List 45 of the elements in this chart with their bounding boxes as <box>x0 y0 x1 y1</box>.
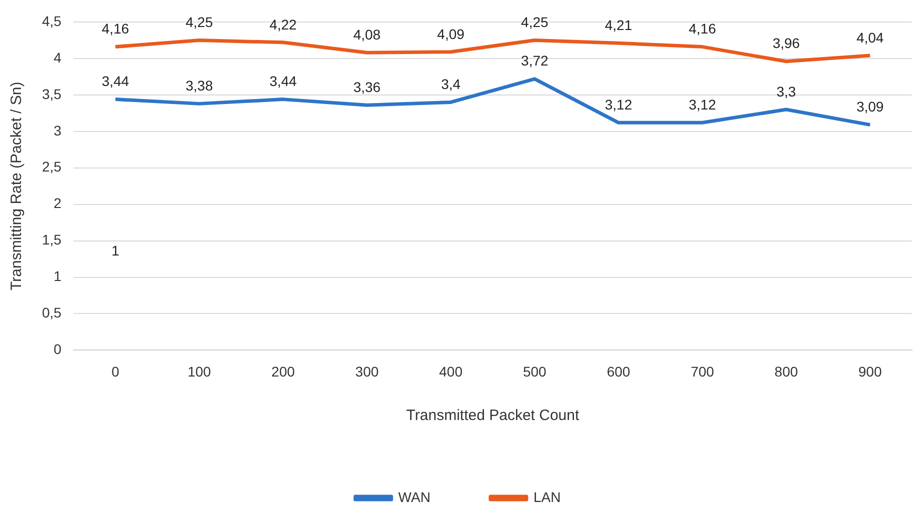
y-axis-title: Transmitting Rate (Packet / Sn) <box>8 82 26 290</box>
legend-label: WAN <box>398 488 430 505</box>
y-tick-label: 0,5 <box>42 304 62 321</box>
data-label: 4,16 <box>688 20 716 37</box>
data-label: 3,72 <box>521 52 548 69</box>
x-tick-label: 900 <box>858 363 882 380</box>
y-tick-label: 3,5 <box>42 86 62 102</box>
annotation: 1 <box>111 242 120 259</box>
data-label: 3,44 <box>102 73 130 90</box>
y-tick-label: 3 <box>54 122 62 138</box>
x-tick-label: 500 <box>522 363 547 380</box>
y-tick-label: 1 <box>54 268 62 284</box>
x-tick-label: 800 <box>774 363 798 380</box>
x-tick-label: 300 <box>355 363 379 380</box>
x-tick-label: 700 <box>690 363 714 380</box>
data-label: 3,38 <box>186 78 214 94</box>
data-label: 3,4 <box>441 76 461 92</box>
x-tick-label: 400 <box>439 363 463 380</box>
y-tick-label: 4,5 <box>42 12 62 29</box>
x-tick-label: 0 <box>111 363 120 380</box>
legend-label: LAN <box>533 488 561 505</box>
data-label: 4,25 <box>186 14 214 30</box>
data-label: 3,36 <box>353 79 381 96</box>
y-tick-label: 4 <box>54 49 62 66</box>
x-tick-label: 200 <box>271 363 295 380</box>
y-tick-label: 2,5 <box>42 158 62 175</box>
data-label: 3,3 <box>776 83 796 100</box>
data-label: 3,96 <box>772 35 800 52</box>
y-tick-label: 1,5 <box>42 232 62 248</box>
data-label: 4,08 <box>353 26 381 42</box>
data-label: 3,12 <box>604 96 632 113</box>
y-tick-label: 0 <box>54 341 62 358</box>
data-label: 3,12 <box>688 96 716 113</box>
data-label: 4,04 <box>856 29 884 46</box>
y-tick-label: 2 <box>54 195 62 212</box>
x-axis-title: Transmitted Packet Count <box>406 407 580 424</box>
x-tick-label: 100 <box>188 363 212 380</box>
data-label: 3,44 <box>269 73 297 90</box>
data-label: 4,21 <box>604 17 632 34</box>
x-tick-label: 600 <box>606 363 630 380</box>
data-label: 4,16 <box>102 20 130 37</box>
data-label: 3,09 <box>856 98 884 115</box>
data-label: 4,09 <box>437 26 465 42</box>
data-label: 4,25 <box>521 14 548 30</box>
data-label: 4,22 <box>269 16 297 32</box>
